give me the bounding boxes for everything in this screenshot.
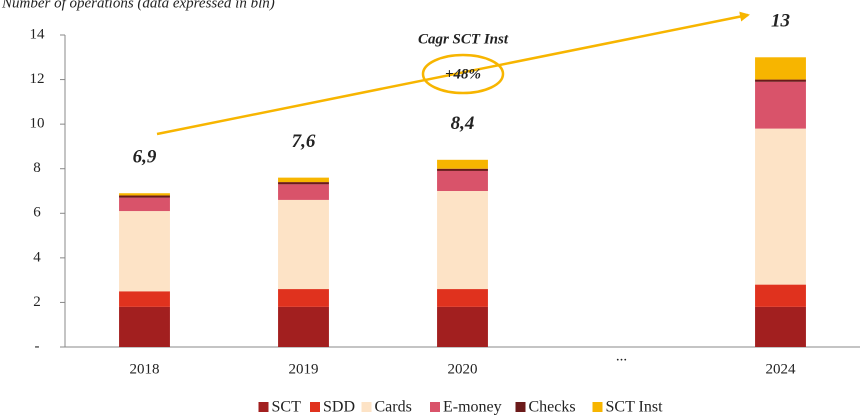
legend-label: E-money <box>443 399 502 416</box>
legend-label: SCT Inst <box>606 399 664 416</box>
bar-segment <box>119 195 170 198</box>
y-tick-label: 14 <box>30 26 46 42</box>
legend-label: Checks <box>529 399 576 416</box>
bar-segment <box>437 170 488 191</box>
bar-segment <box>755 79 806 82</box>
bar-segment <box>755 81 806 129</box>
bar-segment <box>755 284 806 307</box>
x-tick-label: ... <box>616 348 627 364</box>
x-tick-label: 2024 <box>766 361 797 377</box>
y-tick-label: - <box>35 338 40 354</box>
bar-segment <box>119 193 170 196</box>
bar-segment <box>119 197 170 212</box>
legend-swatch <box>361 402 372 412</box>
total-label: 8,4 <box>451 113 475 134</box>
legend-label: SDD <box>323 399 355 416</box>
legend-swatch <box>258 402 269 412</box>
bar-segment <box>119 211 170 292</box>
legend-swatch <box>592 402 603 412</box>
bar-segment <box>278 306 329 347</box>
annotation: Cagr SCT Inst <box>418 31 509 47</box>
bar-segment <box>437 191 488 290</box>
bar-segment <box>278 184 329 200</box>
legend-swatch <box>310 402 320 412</box>
bar-segment <box>119 306 170 347</box>
x-tick-label: 2020 <box>448 361 478 377</box>
bar-segment <box>437 289 488 307</box>
trend-arrow <box>156 11 750 136</box>
y-tick-label: 10 <box>30 116 45 132</box>
annotation: +48% <box>445 66 481 82</box>
y-tick-label: 6 <box>33 205 41 221</box>
bar-segment <box>278 199 329 290</box>
legend-label: Cards <box>375 399 412 416</box>
bar-segment <box>119 291 170 307</box>
bar-segment <box>437 168 488 171</box>
legend-swatch <box>515 402 526 412</box>
y-tick-label: 12 <box>30 71 45 87</box>
bar-segment <box>755 57 806 80</box>
total-label: 7,6 <box>292 131 316 152</box>
legend-label: SCT <box>272 399 302 416</box>
bar-segment <box>278 289 329 307</box>
bar-segment <box>278 177 329 183</box>
bar-segment <box>755 128 806 285</box>
y-tick-label: 8 <box>33 160 41 176</box>
bar-segment <box>437 306 488 347</box>
bar-segment <box>755 306 806 347</box>
total-label: 13 <box>771 11 790 32</box>
y-tick-label: 4 <box>33 249 41 265</box>
bar-segment <box>278 182 329 185</box>
annotation-ellipse <box>421 53 505 95</box>
legend-swatch <box>430 402 440 412</box>
chart-title: Number of operations (data expressed in … <box>1 0 275 11</box>
bar-segment <box>437 159 488 169</box>
x-tick-label: 2019 <box>289 361 319 377</box>
total-label: 6,9 <box>133 147 157 168</box>
y-tick-label: 2 <box>33 294 41 310</box>
x-tick-label: 2018 <box>130 361 160 377</box>
